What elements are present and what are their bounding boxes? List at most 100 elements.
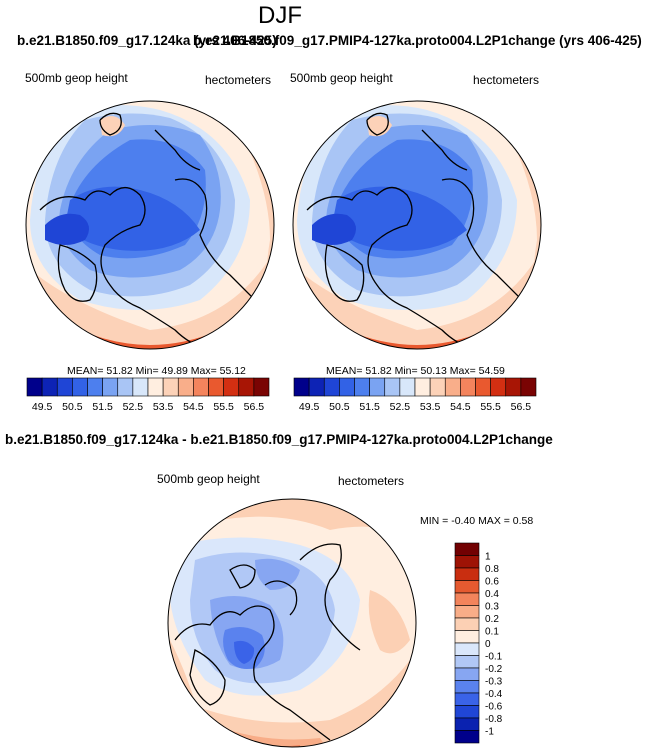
diff-colorbar-swatch (454, 655, 480, 669)
panel2-colorbar-tick-label: 52.5 (390, 401, 411, 413)
panel2-units-label: hectometers (473, 73, 540, 87)
diff-colorbar-swatch (454, 580, 480, 594)
panel2-colorbar-swatch (460, 377, 476, 397)
diff-colorbar-tick-label: -0.6 (485, 702, 503, 713)
diff-colorbar-swatch (454, 705, 480, 719)
panel1-colorbar-swatch (177, 377, 194, 397)
panel1-colorbar-tick-label: 53.5 (153, 401, 174, 413)
panel1-colorbar-swatch (56, 377, 73, 397)
panel2-colorbar-swatch (444, 377, 461, 397)
panel2-colorbar-swatch (490, 377, 507, 397)
panel1-colorbar-tick-label: 51.5 (92, 401, 113, 413)
panel1-title: b.e21.B1850.f09_g17.124ka (yrs 406-425) (17, 33, 277, 48)
panel1-stats: MEAN= 51.82 Min= 49.89 Max= 55.12 (67, 365, 246, 377)
diff-colorbar-tick-label: 0.2 (485, 614, 499, 625)
panel2-map (293, 101, 541, 349)
panel1-colorbar-swatch (102, 377, 119, 397)
diff-title: b.e21.B1850.f09_g17.124ka - b.e21.B1850.… (5, 432, 553, 447)
panel2-colorbar-tick-label: 56.5 (511, 401, 532, 413)
diff-colorbar-swatch (454, 592, 480, 606)
diff-colorbar-tick-label: 0.4 (485, 589, 499, 600)
diff-colorbar-swatch (454, 642, 480, 656)
diff-stats: MIN = -0.40 MAX = 0.58 (420, 515, 534, 527)
panel1-colorbar-tick-label: 55.5 (213, 401, 234, 413)
diff-colorbar-swatch (454, 730, 480, 744)
panel1-colorbar: 49.5 50.5 51.5 52.5 53.5 54.5 55.5 56.5 (26, 377, 270, 413)
diff-colorbar-tick-label: 0.3 (485, 602, 499, 613)
diff-map (168, 499, 416, 747)
panel2-colorbar-swatch (369, 377, 386, 397)
panel1-coastlines (39, 112, 256, 349)
panel1-colorbar-tick-label: 52.5 (123, 401, 144, 413)
panel2-colorbar-swatch (339, 377, 355, 397)
panel2-colorbar-tick-label: 53.5 (420, 401, 441, 413)
diff-colorbar-tick-label: -0.2 (485, 664, 503, 675)
panel2-colorbar-swatch (520, 377, 537, 397)
panel1-colorbar-swatch (162, 377, 179, 397)
panel1-colorbar-swatch (208, 377, 224, 397)
panel2-colorbar-swatch (414, 377, 431, 397)
panel2-colorbar-swatch (308, 377, 325, 397)
diff-colorbar-tick-label: 0.8 (485, 564, 499, 575)
panel1-colorbar-swatch (132, 377, 149, 397)
panel2-colorbar-swatch (384, 377, 401, 397)
page-title: DJF (258, 2, 302, 29)
panel1-map (26, 101, 274, 349)
panel1-colorbar-swatch (26, 377, 43, 397)
panel2-colorbar-swatch (323, 377, 340, 397)
panel2-colorbar-tick-label: 49.5 (299, 401, 320, 413)
diff-colorbar: 10.8 0.60.4 0.30.2 0.10 -0.1-0.2 -0.3-0.4 -0.6… (454, 542, 503, 744)
panel2-colorbar-swatch (475, 377, 491, 397)
diff-colorbar-tick-label: 0.6 (485, 577, 499, 588)
panel1-colorbar-swatch (253, 377, 270, 397)
panel1-colorbar-swatch (41, 377, 58, 397)
panel2-colorbar-tick-label: 55.5 (480, 401, 501, 413)
panel2-colorbar-swatch (505, 377, 522, 397)
panel2-colorbar-tick-label: 51.5 (359, 401, 380, 413)
diff-colorbar-swatch (454, 680, 480, 694)
panel1-colorbar-tick-label: 54.5 (183, 401, 204, 413)
panel2-colorbar-tick-label: 54.5 (450, 401, 471, 413)
panel1-colorbar-tick-label: 50.5 (62, 401, 83, 413)
panel1-colorbar-swatch (147, 377, 164, 397)
diff-colorbar-swatch (454, 617, 480, 631)
diff-colorbar-tick-label: 0.1 (485, 627, 499, 638)
panel1-units-label: hectometers (205, 73, 272, 87)
panel1-variable-label: 500mb geop height (25, 71, 128, 85)
diff-colorbar-tick-label: -1 (485, 727, 494, 738)
diff-colorbar-tick-label: -0.4 (485, 689, 503, 700)
panel2-title: b.e21.B1850.f09_g17.PMIP4-127ka.proto004… (193, 33, 642, 48)
diff-colorbar-swatch (454, 542, 480, 556)
panel2-stats: MEAN= 51.82 Min= 50.13 Max= 54.59 (326, 365, 505, 377)
panel2-colorbar-swatch (293, 377, 310, 397)
panel1-colorbar-tick-label: 56.5 (244, 401, 265, 413)
panel2-colorbar: 49.5 50.5 51.5 52.5 53.5 54.5 55.5 56.5 (293, 377, 537, 413)
panel1-colorbar-swatch (72, 377, 88, 397)
panel2-variable-label: 500mb geop height (290, 71, 393, 85)
diff-colorbar-swatch (454, 667, 480, 681)
diff-colorbar-swatch (454, 555, 480, 569)
panel2-coastlines (306, 112, 523, 349)
panel1-colorbar-swatch (117, 377, 134, 397)
diff-colorbar-tick-label: 1 (485, 552, 491, 563)
panel2-colorbar-tick-label: 50.5 (329, 401, 350, 413)
panel1-colorbar-swatch (87, 377, 103, 397)
diff-units-label: hectometers (338, 474, 405, 488)
panel1-colorbar-tick-label: 49.5 (32, 401, 53, 413)
diff-variable-label: 500mb geop height (157, 472, 260, 486)
panel2-colorbar-swatch (399, 377, 416, 397)
diff-colorbar-swatch (454, 717, 480, 731)
panel1-colorbar-swatch (238, 377, 255, 397)
panel2-colorbar-swatch (354, 377, 370, 397)
diff-colorbar-tick-label: -0.8 (485, 714, 503, 725)
panel1-colorbar-swatch (193, 377, 209, 397)
diff-coastlines (174, 543, 361, 741)
panel2-colorbar-swatch (429, 377, 446, 397)
diff-colorbar-swatch (454, 567, 480, 581)
diff-colorbar-tick-label: 0 (485, 639, 491, 650)
diff-colorbar-tick-label: -0.3 (485, 677, 503, 688)
diff-colorbar-swatch (454, 630, 480, 644)
diff-colorbar-swatch (454, 692, 480, 706)
diff-colorbar-swatch (454, 605, 480, 619)
